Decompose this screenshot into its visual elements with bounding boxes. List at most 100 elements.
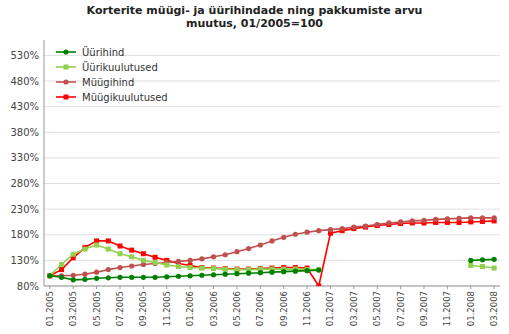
point bbox=[176, 274, 181, 279]
plot-area bbox=[47, 215, 497, 286]
point bbox=[82, 272, 87, 277]
x-tick bbox=[447, 286, 448, 289]
legend-label: Müügihind bbox=[82, 77, 134, 88]
x-tick bbox=[377, 286, 378, 289]
y-tick-label: 280% bbox=[10, 178, 39, 189]
point bbox=[269, 270, 274, 275]
series bbox=[47, 215, 497, 278]
point bbox=[468, 258, 473, 263]
x-tick bbox=[96, 286, 97, 289]
legend-marker bbox=[63, 49, 68, 54]
line bbox=[50, 270, 319, 280]
point bbox=[211, 272, 216, 277]
point bbox=[445, 216, 450, 221]
point bbox=[246, 271, 251, 276]
x-tick-label: 03.2006 bbox=[209, 291, 219, 326]
point bbox=[328, 227, 333, 232]
point bbox=[188, 273, 193, 278]
point bbox=[141, 251, 146, 256]
point bbox=[410, 218, 415, 223]
point bbox=[223, 266, 228, 271]
grid-line bbox=[44, 260, 500, 261]
point bbox=[117, 265, 122, 270]
point bbox=[316, 284, 321, 287]
y-tick-label: 480% bbox=[10, 76, 39, 87]
y-tick-label: 180% bbox=[10, 229, 39, 240]
point bbox=[468, 263, 473, 268]
x-tick-label: 07.2006 bbox=[255, 291, 265, 326]
line bbox=[50, 221, 494, 286]
point bbox=[141, 275, 146, 280]
point bbox=[152, 261, 157, 266]
x-tick bbox=[120, 286, 121, 289]
x-tick bbox=[353, 286, 354, 289]
grid-line bbox=[44, 209, 500, 210]
point bbox=[106, 238, 111, 243]
x-tick-label: 05.2006 bbox=[232, 291, 242, 326]
point bbox=[59, 275, 64, 280]
point bbox=[293, 232, 298, 237]
point bbox=[492, 215, 497, 220]
y-tick-label: 80% bbox=[17, 281, 39, 292]
grid-line bbox=[44, 286, 500, 287]
grid-line bbox=[44, 183, 500, 184]
x-tick-label: 11.2005 bbox=[162, 291, 172, 326]
point bbox=[199, 256, 204, 261]
legend-label: Üürihind bbox=[82, 46, 124, 58]
x-tick-label: 03.2008 bbox=[489, 291, 499, 326]
x-tick bbox=[190, 286, 191, 289]
x-tick-label: 01.2008 bbox=[466, 291, 476, 326]
point bbox=[71, 252, 76, 257]
grid bbox=[44, 55, 500, 286]
x-tick bbox=[283, 286, 284, 289]
x-axis bbox=[44, 286, 500, 287]
point bbox=[316, 267, 321, 272]
x-tick bbox=[236, 286, 237, 289]
grid-line bbox=[44, 234, 500, 235]
point bbox=[269, 238, 274, 243]
point bbox=[129, 275, 134, 280]
point bbox=[71, 277, 76, 282]
point bbox=[223, 267, 228, 272]
point bbox=[468, 215, 473, 220]
point bbox=[47, 273, 52, 278]
y-tick-label: 380% bbox=[10, 127, 39, 138]
point bbox=[340, 226, 345, 231]
y-axis bbox=[44, 40, 45, 286]
chart: Korterite müügi- ja üürihindade ning pak… bbox=[0, 0, 509, 334]
point bbox=[118, 251, 123, 256]
point bbox=[351, 224, 356, 229]
x-tick-label: 01.2007 bbox=[325, 291, 335, 326]
x-tick-label: 03.2007 bbox=[349, 291, 359, 326]
point bbox=[304, 230, 309, 235]
line bbox=[50, 218, 494, 276]
x-tick bbox=[143, 286, 144, 289]
point bbox=[211, 266, 216, 271]
x-tick bbox=[49, 286, 50, 289]
point bbox=[106, 247, 111, 252]
point bbox=[492, 257, 497, 262]
series bbox=[47, 257, 497, 283]
point bbox=[117, 275, 122, 280]
point bbox=[480, 257, 485, 262]
point bbox=[153, 255, 158, 260]
x-tick-label: 01.2005 bbox=[45, 291, 55, 326]
y-tick-label: 230% bbox=[10, 204, 39, 215]
point bbox=[492, 266, 497, 271]
point bbox=[281, 235, 286, 240]
point bbox=[223, 272, 228, 277]
y-tick-label: 530% bbox=[10, 50, 39, 61]
point bbox=[47, 273, 52, 278]
point bbox=[71, 273, 76, 278]
point bbox=[211, 266, 216, 271]
y-tick-label: 430% bbox=[10, 101, 39, 112]
x-tick bbox=[307, 286, 308, 289]
point bbox=[246, 246, 251, 251]
x-tick bbox=[213, 286, 214, 289]
point bbox=[94, 243, 99, 248]
point bbox=[398, 219, 403, 224]
point bbox=[234, 249, 239, 254]
point bbox=[118, 244, 123, 249]
point bbox=[129, 254, 134, 259]
point bbox=[211, 254, 216, 259]
